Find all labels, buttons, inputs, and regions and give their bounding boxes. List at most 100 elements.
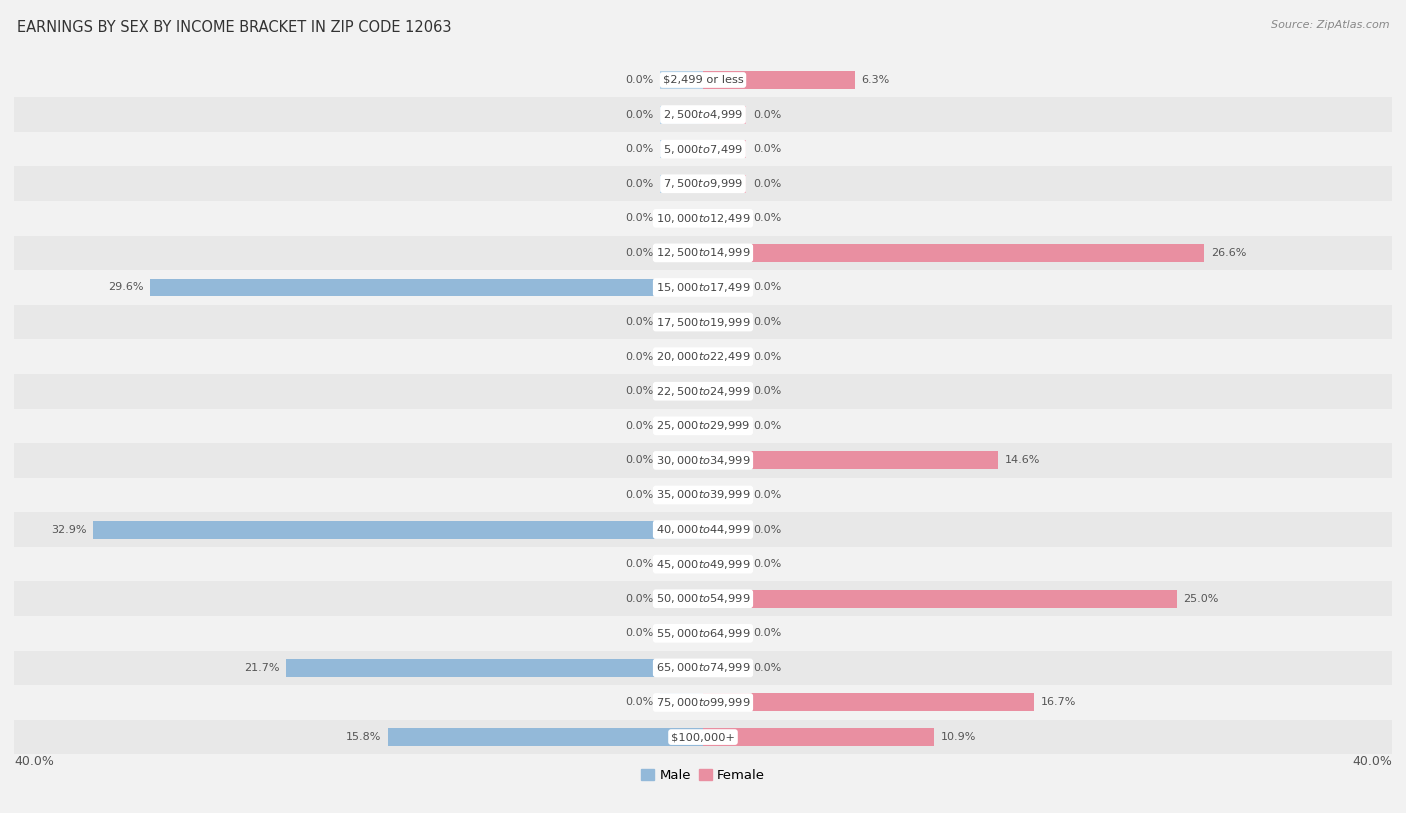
Text: $30,000 to $34,999: $30,000 to $34,999: [655, 454, 751, 467]
Text: $75,000 to $99,999: $75,000 to $99,999: [655, 696, 751, 709]
Legend: Male, Female: Male, Female: [636, 764, 770, 788]
Text: 0.0%: 0.0%: [754, 421, 782, 431]
Text: 0.0%: 0.0%: [624, 386, 652, 396]
Bar: [703, 659, 747, 677]
Text: 0.0%: 0.0%: [624, 144, 652, 154]
Text: 0.0%: 0.0%: [624, 75, 652, 85]
Text: 0.0%: 0.0%: [624, 213, 652, 224]
Text: 16.7%: 16.7%: [1040, 698, 1076, 707]
Bar: [14, 547, 1392, 581]
Bar: [703, 624, 747, 642]
Text: 0.0%: 0.0%: [754, 144, 782, 154]
Bar: [659, 417, 703, 435]
Bar: [14, 685, 1392, 720]
Bar: [659, 693, 703, 711]
Bar: [703, 313, 747, 331]
Bar: [14, 581, 1392, 616]
Text: 0.0%: 0.0%: [624, 559, 652, 569]
Text: 0.0%: 0.0%: [754, 213, 782, 224]
Text: 26.6%: 26.6%: [1211, 248, 1247, 258]
Text: $20,000 to $22,499: $20,000 to $22,499: [655, 350, 751, 363]
Bar: [703, 417, 747, 435]
Text: 6.3%: 6.3%: [862, 75, 890, 85]
Bar: [703, 693, 1033, 711]
Bar: [14, 270, 1392, 305]
Text: 0.0%: 0.0%: [754, 628, 782, 638]
Text: $25,000 to $29,999: $25,000 to $29,999: [655, 420, 751, 433]
Text: 0.0%: 0.0%: [624, 698, 652, 707]
Bar: [659, 624, 703, 642]
Bar: [14, 236, 1392, 270]
Bar: [659, 382, 703, 400]
Text: 0.0%: 0.0%: [754, 490, 782, 500]
Bar: [14, 98, 1392, 132]
Bar: [703, 209, 747, 228]
Text: Source: ZipAtlas.com: Source: ZipAtlas.com: [1271, 20, 1389, 30]
Text: 21.7%: 21.7%: [243, 663, 280, 673]
Bar: [659, 209, 703, 228]
Bar: [703, 486, 747, 504]
Text: 0.0%: 0.0%: [624, 628, 652, 638]
Bar: [14, 132, 1392, 167]
Text: 29.6%: 29.6%: [108, 282, 143, 293]
Bar: [14, 650, 1392, 685]
Bar: [659, 451, 703, 469]
Bar: [150, 279, 703, 297]
Text: 25.0%: 25.0%: [1184, 593, 1219, 604]
Bar: [14, 478, 1392, 512]
Text: 0.0%: 0.0%: [754, 559, 782, 569]
Bar: [659, 313, 703, 331]
Text: $2,499 or less: $2,499 or less: [662, 75, 744, 85]
Text: 0.0%: 0.0%: [754, 317, 782, 327]
Bar: [659, 71, 703, 89]
Bar: [14, 63, 1392, 98]
Bar: [14, 409, 1392, 443]
Bar: [659, 555, 703, 573]
Text: 0.0%: 0.0%: [624, 593, 652, 604]
Bar: [14, 201, 1392, 236]
Bar: [659, 244, 703, 262]
Text: 0.0%: 0.0%: [624, 352, 652, 362]
Text: $55,000 to $64,999: $55,000 to $64,999: [655, 627, 751, 640]
Text: $5,000 to $7,499: $5,000 to $7,499: [664, 142, 742, 155]
Text: 0.0%: 0.0%: [624, 248, 652, 258]
Bar: [703, 279, 747, 297]
Bar: [14, 305, 1392, 339]
Bar: [659, 106, 703, 124]
Text: $45,000 to $49,999: $45,000 to $49,999: [655, 558, 751, 571]
Text: 0.0%: 0.0%: [754, 179, 782, 189]
Bar: [659, 175, 703, 193]
Bar: [703, 140, 747, 159]
Text: 14.6%: 14.6%: [1004, 455, 1040, 465]
Text: $10,000 to $12,499: $10,000 to $12,499: [655, 212, 751, 225]
Bar: [14, 720, 1392, 754]
Bar: [703, 175, 747, 193]
Bar: [659, 348, 703, 366]
Text: $50,000 to $54,999: $50,000 to $54,999: [655, 592, 751, 605]
Bar: [703, 382, 747, 400]
Text: 0.0%: 0.0%: [624, 490, 652, 500]
Bar: [659, 589, 703, 608]
Bar: [388, 728, 703, 746]
Bar: [703, 451, 997, 469]
Bar: [703, 244, 1204, 262]
Text: 0.0%: 0.0%: [754, 524, 782, 535]
Text: $65,000 to $74,999: $65,000 to $74,999: [655, 662, 751, 675]
Text: EARNINGS BY SEX BY INCOME BRACKET IN ZIP CODE 12063: EARNINGS BY SEX BY INCOME BRACKET IN ZIP…: [17, 20, 451, 35]
Text: $15,000 to $17,499: $15,000 to $17,499: [655, 281, 751, 294]
Text: $100,000+: $100,000+: [671, 732, 735, 742]
Bar: [14, 443, 1392, 478]
Bar: [703, 106, 747, 124]
Text: 10.9%: 10.9%: [941, 732, 976, 742]
Text: $40,000 to $44,999: $40,000 to $44,999: [655, 523, 751, 536]
Bar: [14, 339, 1392, 374]
Text: 40.0%: 40.0%: [1353, 755, 1392, 768]
Bar: [14, 616, 1392, 650]
Bar: [93, 520, 703, 538]
Bar: [659, 486, 703, 504]
Text: $12,500 to $14,999: $12,500 to $14,999: [655, 246, 751, 259]
Bar: [703, 348, 747, 366]
Text: 0.0%: 0.0%: [754, 352, 782, 362]
Text: $35,000 to $39,999: $35,000 to $39,999: [655, 489, 751, 502]
Bar: [14, 167, 1392, 201]
